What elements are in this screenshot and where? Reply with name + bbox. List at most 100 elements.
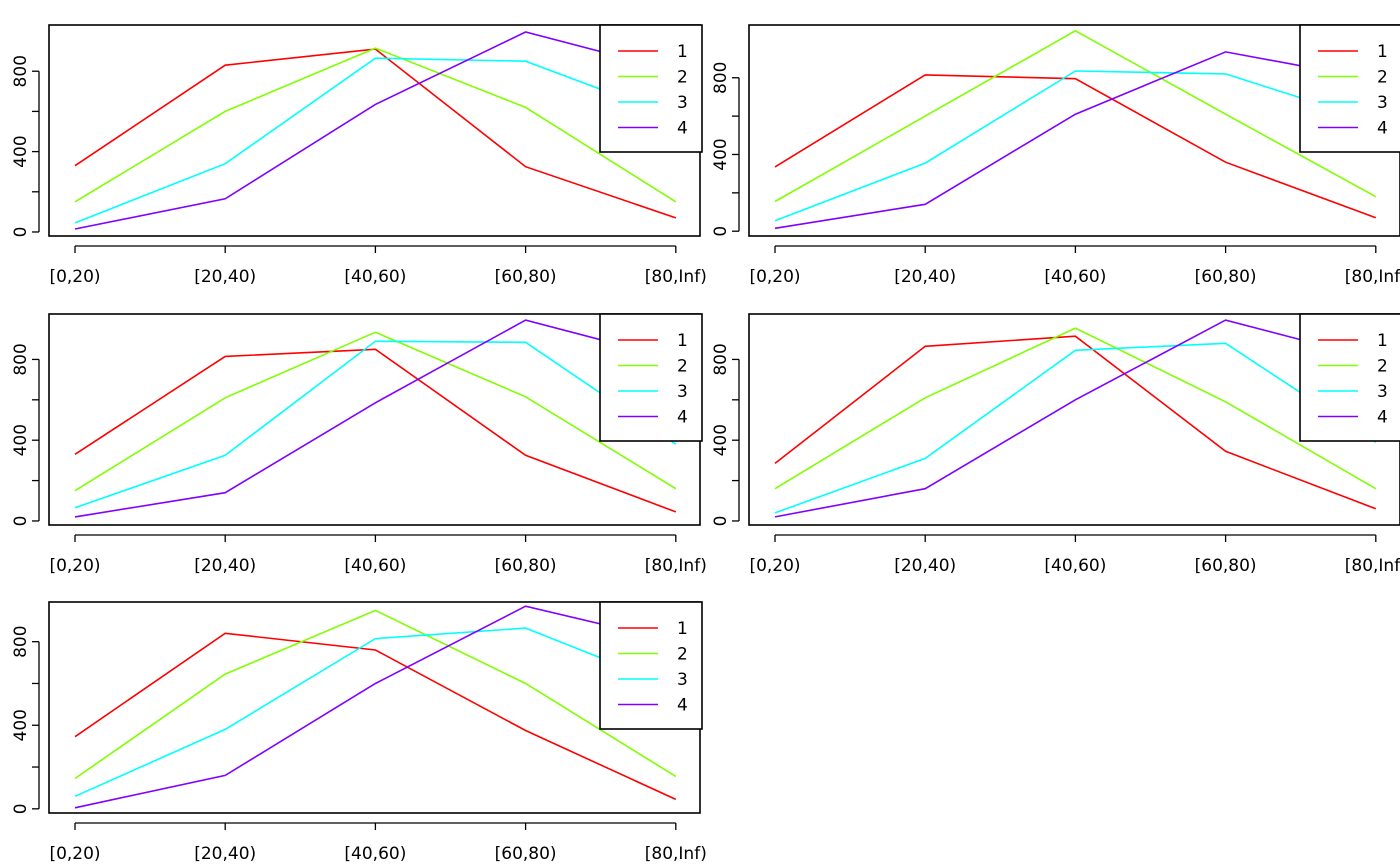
legend-label: 1: [677, 619, 688, 639]
chart-panel-4: 0 400 800 [0,20) [20,40) [40,60) [60,80) [80,In…: [711, 313, 1400, 576]
x-tick-label: [80,Inf): [645, 844, 707, 864]
x-tick-label: [20,40): [194, 844, 256, 864]
legend-label: 3: [1377, 382, 1388, 402]
y-tick-label: 800: [11, 343, 31, 375]
series-line-4: [774, 319, 1377, 518]
x-tick-label: [0,20): [749, 556, 800, 576]
x-tick-label: [80,Inf): [645, 556, 707, 576]
x-tick-label: [60,80): [495, 556, 557, 576]
legend-label: 4: [677, 696, 688, 716]
series-line-2: [774, 29, 1377, 203]
series-group: [774, 319, 1377, 518]
chart-panel-1: 0 400 800 [0,20) [20,40) [40,60) [60,80) [80,In…: [11, 24, 707, 287]
legend: 1 2 3 4: [599, 313, 703, 442]
legend-label: 2: [1377, 357, 1388, 377]
y-tick-label: 400: [711, 138, 731, 170]
x-tick-label: [40,60): [1044, 556, 1106, 576]
series-line-1: [74, 348, 677, 513]
legend-label: 1: [677, 42, 688, 62]
legend-label: 4: [1377, 119, 1388, 139]
legend-label: 2: [677, 68, 688, 88]
legend: 1 2 3 4: [1299, 313, 1400, 442]
x-tick-label: [20,40): [894, 556, 956, 576]
series-group: [74, 605, 677, 809]
x-tick-label: [0,20): [49, 267, 100, 287]
legend-box: [599, 24, 703, 153]
series-line-3: [74, 627, 677, 798]
y-tick-label: 800: [11, 625, 31, 657]
y-tick-label: 400: [11, 424, 31, 456]
legend: 1 2 3 4: [599, 601, 703, 730]
y-tick-label: 0: [711, 516, 731, 527]
x-tick-label: [20,40): [894, 267, 956, 287]
y-tick-label: 400: [11, 709, 31, 741]
legend-box: [599, 313, 703, 442]
x-tick-label: [40,60): [344, 556, 406, 576]
legend-label: 2: [677, 357, 688, 377]
y-tick-label: 400: [711, 424, 731, 456]
x-tick-label: [80,Inf): [645, 267, 707, 287]
x-tick-label: [20,40): [194, 267, 256, 287]
series-group: [74, 31, 677, 230]
y-tick-label: 0: [11, 516, 31, 527]
series-line-1: [774, 335, 1377, 510]
y-tick-label: 0: [711, 226, 731, 237]
series-line-1: [74, 48, 677, 219]
x-tick-label: [60,80): [495, 267, 557, 287]
x-tick-label: [40,60): [1044, 267, 1106, 287]
legend-label: 3: [1377, 93, 1388, 113]
legend: 1 2 3 4: [599, 24, 703, 153]
y-tick-label: 0: [11, 227, 31, 238]
legend-box: [1299, 313, 1400, 442]
series-line-3: [774, 342, 1377, 514]
x-tick-label: [80,Inf): [1345, 556, 1400, 576]
legend-label: 2: [677, 645, 688, 665]
series-line-4: [774, 51, 1376, 230]
x-tick-label: [20,40): [194, 556, 256, 576]
legend-label: 3: [677, 93, 688, 113]
legend-label: 4: [677, 408, 688, 428]
chart-panel-2: 0 400 800 [0,20) [20,40) [40,60) [60,80) [80,In…: [711, 24, 1400, 287]
series-line-2: [74, 609, 677, 780]
y-tick-label: 0: [11, 803, 31, 814]
series-line-3: [774, 70, 1377, 222]
y-tick-label: 800: [11, 55, 31, 87]
x-tick-label: [0,20): [749, 267, 800, 287]
series-line-4: [74, 319, 677, 518]
chart-panel-3: 0 400 800 [0,20) [20,40) [40,60) [60,80) [80,In…: [11, 313, 707, 576]
series-line-3: [74, 340, 677, 509]
legend-label: 1: [1377, 331, 1388, 351]
y-tick-label: 800: [711, 343, 731, 375]
chart-panel-5: 0 400 800 [0,20) [20,40) [40,60) [60,80) [80,In…: [11, 601, 707, 864]
x-tick-label: [40,60): [344, 844, 406, 864]
x-tick-label: [60,80): [1195, 556, 1257, 576]
legend-label: 3: [677, 670, 688, 690]
series-line-2: [74, 47, 677, 203]
x-tick-label: [60,80): [1195, 267, 1257, 287]
x-tick-label: [0,20): [49, 556, 100, 576]
legend-box: [1299, 24, 1400, 153]
plot-frame: [748, 24, 1400, 237]
series-line-1: [74, 632, 677, 801]
series-group: [74, 319, 677, 518]
series-line-2: [74, 331, 677, 492]
legend-label: 4: [1377, 408, 1388, 428]
y-tick-label: 400: [11, 135, 31, 167]
x-tick-label: [40,60): [344, 267, 406, 287]
series-line-3: [74, 57, 677, 224]
legend-label: 3: [677, 382, 688, 402]
series-line-4: [74, 31, 677, 230]
plot-frame: [748, 313, 1400, 526]
series-line-2: [774, 327, 1377, 490]
x-tick-label: [60,80): [495, 844, 557, 864]
x-tick-label: [0,20): [49, 844, 100, 864]
legend-label: 2: [1377, 68, 1388, 88]
legend-label: 4: [677, 119, 688, 139]
series-line-4: [74, 605, 676, 809]
legend-label: 1: [677, 331, 688, 351]
series-group: [774, 29, 1377, 230]
legend-label: 1: [1377, 42, 1388, 62]
legend: 1 2 3 4: [1299, 24, 1400, 153]
legend-box: [599, 601, 703, 730]
